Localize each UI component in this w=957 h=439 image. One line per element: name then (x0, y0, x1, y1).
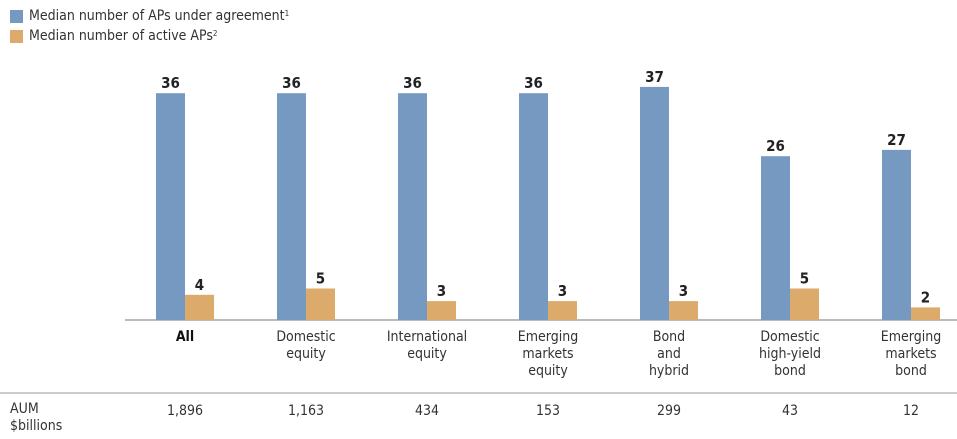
legend-footnote-1: 1 (284, 9, 290, 18)
aum-label-line2: $billions (10, 418, 63, 434)
bar-active-6 (911, 307, 940, 320)
data-label-agreement-3: 36 (524, 74, 543, 92)
data-label-active-5: 5 (800, 270, 809, 288)
aum-value-1: 1,163 (288, 403, 324, 419)
category-label-1-line-0: Domestic (276, 329, 335, 345)
category-label-5-line-1: high-yield (759, 346, 821, 362)
bar-active-3 (548, 301, 577, 320)
bar-agreement-4 (640, 86, 669, 321)
legend-label-active: Median number of active APs (29, 28, 213, 44)
bar-agreement-2 (398, 93, 427, 320)
legend-label-agreement: Median number of APs under agreement (29, 8, 285, 24)
legend-swatch-active (10, 29, 23, 43)
category-label-4-line-2: hybrid (649, 363, 689, 379)
data-label-agreement-4: 37 (645, 68, 664, 86)
aum-value-6: 12 (903, 403, 919, 419)
data-label-active-4: 3 (679, 282, 688, 300)
aum-row-label: AUM $billions (10, 401, 62, 435)
legend-item-agreement: Median number of APs under agreement 1 (10, 6, 289, 26)
bar-agreement-1 (277, 93, 306, 320)
data-label-agreement-5: 26 (766, 137, 785, 155)
bar-agreement-3 (519, 93, 548, 320)
data-label-active-6: 2 (921, 288, 930, 306)
bar-active-0 (185, 294, 214, 320)
category-label-4-line-0: Bond (653, 329, 685, 345)
bar-active-4 (669, 301, 698, 320)
bar-agreement-5 (761, 156, 790, 320)
bar-active-5 (790, 288, 819, 320)
aum-value-4: 299 (657, 403, 681, 419)
aum-value-0: 1,896 (167, 403, 203, 419)
category-label-3-line-0: Emerging (518, 329, 578, 345)
category-label-4-line-1: and (657, 346, 681, 362)
aum-label-line1: AUM (10, 401, 39, 417)
bar-active-2 (427, 301, 456, 320)
category-label-3-line-1: markets (522, 346, 573, 362)
data-label-agreement-2: 36 (403, 74, 422, 92)
data-label-active-0: 4 (195, 276, 204, 294)
category-label-6-line-1: markets (885, 346, 936, 362)
aum-value-5: 43 (782, 403, 798, 419)
legend: Median number of APs under agreement 1 Me… (10, 6, 289, 46)
category-label-2-line-0: International (387, 329, 467, 345)
category-label-5-line-2: bond (774, 363, 806, 379)
legend-footnote-2: 2 (212, 29, 218, 38)
data-label-agreement-6: 27 (887, 131, 906, 149)
category-label-6-line-0: Emerging (881, 329, 941, 345)
legend-swatch-agreement (10, 9, 23, 23)
category-label-2-line-1: equity (407, 346, 447, 362)
data-label-agreement-1: 36 (282, 74, 301, 92)
data-label-active-2: 3 (437, 282, 446, 300)
category-label-1-line-1: equity (286, 346, 326, 362)
category-label-0-line-0: All (176, 329, 194, 345)
bar-agreement-6 (882, 149, 911, 320)
data-label-active-1: 5 (316, 270, 325, 288)
category-label-3-line-2: equity (528, 363, 568, 379)
bar-active-1 (306, 288, 335, 320)
aum-value-2: 434 (415, 403, 439, 419)
data-label-agreement-0: 36 (161, 74, 180, 92)
bar-agreement-0 (156, 93, 185, 320)
aum-value-3: 153 (536, 403, 560, 419)
category-label-5-line-0: Domestic (760, 329, 819, 345)
category-label-6-line-2: bond (895, 363, 927, 379)
legend-item-active: Median number of active APs 2 (10, 26, 289, 46)
data-label-active-3: 3 (558, 282, 567, 300)
